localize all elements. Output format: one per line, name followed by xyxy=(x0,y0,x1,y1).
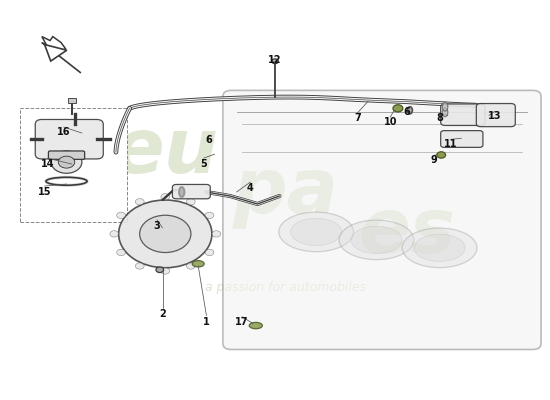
Circle shape xyxy=(135,198,144,205)
Ellipse shape xyxy=(351,226,402,254)
Polygon shape xyxy=(42,36,65,54)
Circle shape xyxy=(437,152,446,158)
Text: 10: 10 xyxy=(383,117,397,127)
Circle shape xyxy=(161,268,169,274)
Ellipse shape xyxy=(339,220,414,260)
FancyBboxPatch shape xyxy=(172,184,210,199)
Text: es: es xyxy=(358,195,455,269)
FancyBboxPatch shape xyxy=(20,108,127,222)
Text: 15: 15 xyxy=(38,187,51,197)
Circle shape xyxy=(161,194,169,200)
FancyBboxPatch shape xyxy=(441,104,485,126)
Ellipse shape xyxy=(414,234,465,262)
Text: eu: eu xyxy=(112,115,218,189)
Circle shape xyxy=(117,249,125,256)
Polygon shape xyxy=(45,44,67,61)
Ellipse shape xyxy=(192,260,204,267)
Ellipse shape xyxy=(408,107,412,114)
Ellipse shape xyxy=(442,108,448,117)
Text: 17: 17 xyxy=(235,316,249,326)
FancyBboxPatch shape xyxy=(48,151,85,159)
Circle shape xyxy=(205,212,214,218)
Circle shape xyxy=(156,267,164,272)
Text: 12: 12 xyxy=(268,56,282,66)
Text: 8: 8 xyxy=(436,113,443,123)
Circle shape xyxy=(140,215,191,252)
Ellipse shape xyxy=(279,212,354,252)
FancyBboxPatch shape xyxy=(441,131,483,147)
Text: 4: 4 xyxy=(247,183,254,193)
Circle shape xyxy=(135,263,144,269)
Circle shape xyxy=(186,198,195,205)
Text: 13: 13 xyxy=(488,111,501,121)
Text: 14: 14 xyxy=(41,159,54,169)
Circle shape xyxy=(205,249,214,256)
Text: 3: 3 xyxy=(153,221,161,231)
Text: 7: 7 xyxy=(354,113,361,123)
Ellipse shape xyxy=(402,228,477,268)
FancyBboxPatch shape xyxy=(35,120,103,159)
Text: 6: 6 xyxy=(206,135,212,145)
Circle shape xyxy=(110,231,119,237)
FancyBboxPatch shape xyxy=(476,104,515,127)
Text: 2: 2 xyxy=(159,309,166,319)
Circle shape xyxy=(119,200,212,268)
Text: 11: 11 xyxy=(444,139,457,149)
Circle shape xyxy=(186,263,195,269)
Text: pa: pa xyxy=(233,155,339,229)
Ellipse shape xyxy=(442,102,448,111)
FancyBboxPatch shape xyxy=(223,90,541,350)
Circle shape xyxy=(212,231,221,237)
Text: 6: 6 xyxy=(403,107,410,117)
Circle shape xyxy=(58,156,75,168)
Circle shape xyxy=(272,59,278,64)
Text: a passion for automobiles: a passion for automobiles xyxy=(205,281,366,294)
FancyBboxPatch shape xyxy=(68,98,76,103)
Text: 1: 1 xyxy=(203,316,210,326)
Circle shape xyxy=(51,151,82,173)
Ellipse shape xyxy=(290,218,342,246)
Text: 16: 16 xyxy=(57,127,70,137)
Ellipse shape xyxy=(179,187,184,197)
Circle shape xyxy=(117,212,125,218)
Circle shape xyxy=(393,105,403,112)
Text: 9: 9 xyxy=(431,155,437,165)
Text: 5: 5 xyxy=(200,159,207,169)
Ellipse shape xyxy=(249,322,262,329)
